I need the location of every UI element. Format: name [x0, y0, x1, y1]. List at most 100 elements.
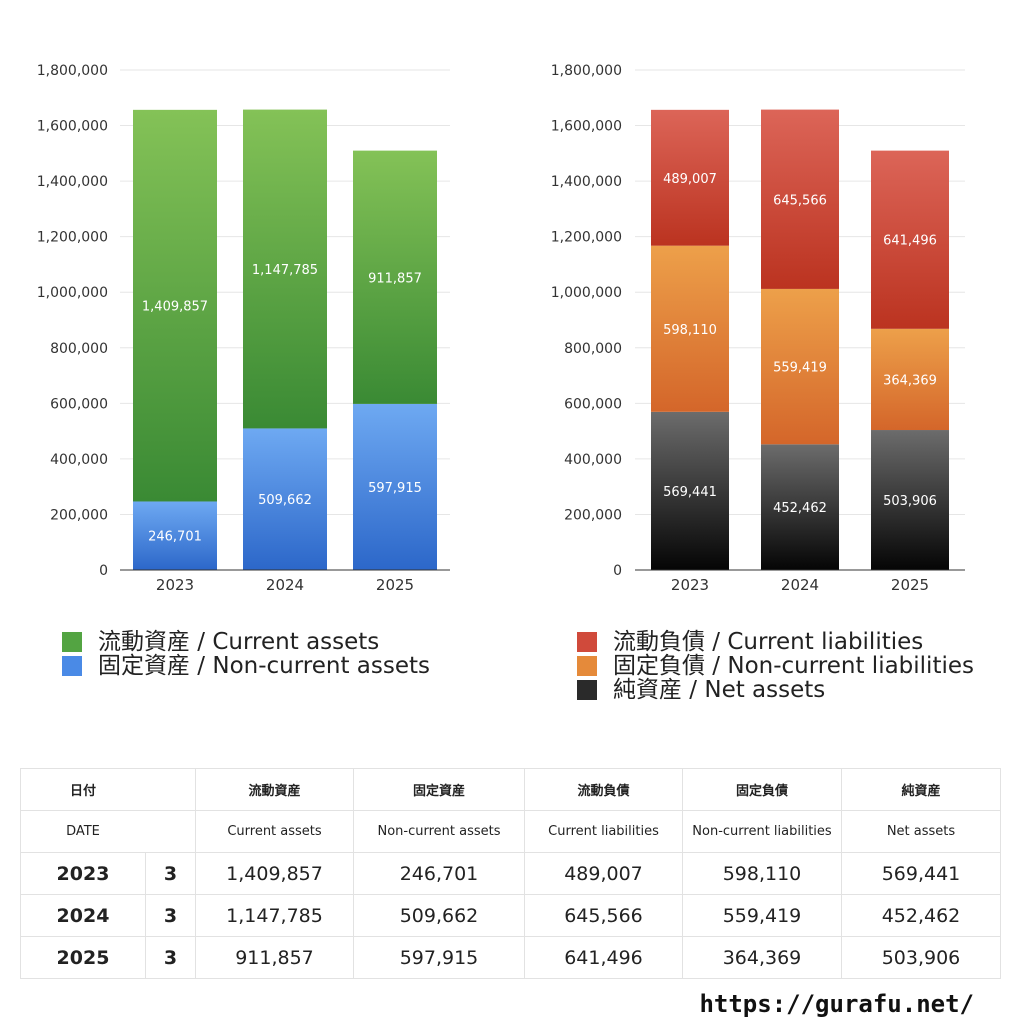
month-cell: 3 — [145, 936, 196, 979]
legend-label: 固定負債 / Non-current liabilities — [613, 653, 974, 679]
x-tick-label: 2024 — [266, 576, 304, 594]
legend-label: 流動資産 / Current assets — [98, 629, 380, 655]
footer-url[interactable]: https://gurafu.net/ — [699, 990, 974, 1018]
data-label: 489,007 — [663, 172, 717, 187]
data-label: 641,496 — [883, 234, 937, 249]
bar-segment — [761, 109, 839, 289]
y-tick-label: 1,800,000 — [551, 63, 622, 79]
bar-segment — [651, 411, 729, 570]
bar-segment — [243, 109, 327, 429]
y-tick-label: 1,400,000 — [37, 174, 108, 190]
header-cell: 日付 — [20, 768, 146, 811]
data-label: 509,662 — [258, 493, 312, 508]
legend-item: 固定資産 / Non-current assets — [62, 654, 430, 678]
value-cell: 246,701 — [353, 852, 525, 895]
y-tick-label: 1,200,000 — [551, 230, 622, 246]
y-tick-label: 600,000 — [50, 396, 108, 412]
legend-item: 純資産 / Net assets — [577, 678, 974, 702]
data-label: 246,701 — [148, 530, 202, 545]
x-tick-label: 2024 — [781, 576, 819, 594]
value-cell: 1,409,857 — [195, 852, 354, 895]
value-cell: 569,441 — [841, 852, 1001, 895]
header-cell: 流動資産 — [195, 768, 354, 811]
year-cell: 2025 — [20, 936, 146, 979]
bar-segment — [871, 150, 949, 329]
y-tick-label: 0 — [99, 563, 108, 579]
legend-label: 固定資産 / Non-current assets — [98, 653, 431, 679]
y-tick-label: 1,000,000 — [37, 285, 108, 301]
x-tick-label: 2023 — [156, 576, 194, 594]
value-cell: 452,462 — [841, 894, 1001, 937]
value-cell: 598,110 — [682, 852, 842, 895]
y-tick-label: 0 — [613, 563, 622, 579]
bar-segment — [651, 245, 729, 412]
year-cell: 2023 — [20, 852, 146, 895]
legend-swatch-non-current-assets — [62, 656, 82, 676]
data-label: 911,857 — [368, 271, 422, 286]
value-cell: 597,915 — [353, 936, 525, 979]
data-label: 645,566 — [773, 193, 827, 208]
legend-item: 固定負債 / Non-current liabilities — [577, 654, 974, 678]
legend-label: 流動負債 / Current liabilities — [613, 629, 924, 655]
bar-segment — [243, 428, 327, 570]
data-label: 569,441 — [663, 485, 717, 500]
legend-swatch-current-assets — [62, 632, 82, 652]
data-label: 1,409,857 — [142, 300, 208, 315]
table-row: 2024 3 1,147,785 509,662 645,566 559,419… — [20, 894, 1001, 937]
legend-swatch-non-current-liabilities — [577, 656, 597, 676]
header-cell: Net assets — [841, 810, 1001, 853]
x-tick-label: 2025 — [376, 576, 414, 594]
header-cell — [145, 810, 196, 853]
y-tick-label: 1,600,000 — [37, 119, 108, 135]
header-cell: DATE — [20, 810, 146, 853]
y-tick-label: 200,000 — [564, 507, 622, 523]
bar-segment — [353, 403, 437, 570]
legend-item: 流動資産 / Current assets — [62, 630, 430, 654]
value-cell: 641,496 — [524, 936, 683, 979]
legend-assets: 流動資産 / Current assets 固定資産 / Non-current… — [62, 630, 430, 678]
y-tick-label: 1,800,000 — [37, 63, 108, 79]
data-label: 503,906 — [883, 494, 937, 509]
data-label: 1,147,785 — [252, 263, 318, 278]
value-cell: 1,147,785 — [195, 894, 354, 937]
value-cell: 911,857 — [195, 936, 354, 979]
table-header-en: DATE Current assets Non-current assets C… — [20, 810, 1001, 853]
header-cell: 純資産 — [841, 768, 1001, 811]
y-tick-label: 600,000 — [564, 396, 622, 412]
y-tick-label: 1,200,000 — [37, 230, 108, 246]
balance-sheet-table: 日付 流動資産 固定資産 流動負債 固定負債 純資産 DATE Current … — [20, 768, 1001, 979]
data-label: 559,419 — [773, 361, 827, 376]
y-tick-label: 400,000 — [564, 452, 622, 468]
bar-segment — [353, 150, 437, 404]
legend-item: 流動負債 / Current liabilities — [577, 630, 974, 654]
data-label: 452,462 — [773, 501, 827, 516]
value-cell: 509,662 — [353, 894, 525, 937]
y-tick-label: 1,400,000 — [551, 174, 622, 190]
bar-segment — [761, 288, 839, 445]
table-row: 2023 3 1,409,857 246,701 489,007 598,110… — [20, 852, 1001, 895]
header-cell: 固定負債 — [682, 768, 842, 811]
y-tick-label: 800,000 — [50, 341, 108, 357]
header-cell — [145, 768, 196, 811]
month-cell: 3 — [145, 852, 196, 895]
y-tick-label: 800,000 — [564, 341, 622, 357]
data-label: 364,369 — [883, 373, 937, 388]
y-tick-label: 1,000,000 — [551, 285, 622, 301]
x-tick-label: 2025 — [891, 576, 929, 594]
header-cell: 固定資産 — [353, 768, 525, 811]
y-tick-label: 1,600,000 — [551, 119, 622, 135]
bar-segment — [133, 501, 217, 570]
value-cell: 489,007 — [524, 852, 683, 895]
month-cell: 3 — [145, 894, 196, 937]
x-tick-label: 2023 — [671, 576, 709, 594]
header-cell: Non-current liabilities — [682, 810, 842, 853]
data-label: 597,915 — [368, 481, 422, 496]
legend-swatch-net-assets — [577, 680, 597, 700]
year-cell: 2024 — [20, 894, 146, 937]
legend-label: 純資産 / Net assets — [613, 677, 826, 703]
table-header-ja: 日付 流動資産 固定資産 流動負債 固定負債 純資産 — [20, 768, 1001, 811]
header-cell: Non-current assets — [353, 810, 525, 853]
header-cell: Current liabilities — [524, 810, 683, 853]
bar-segment — [651, 109, 729, 246]
legend-swatch-current-liabilities — [577, 632, 597, 652]
